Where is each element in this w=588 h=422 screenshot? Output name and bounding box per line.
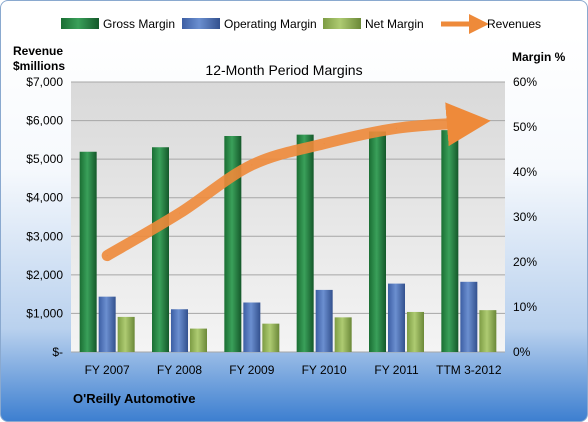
bar-gross-margin [152,147,169,352]
revenue-line [101,102,491,262]
legend-label-net-margin: Net Margin [365,17,424,31]
right-axis-title: Margin % [512,50,566,64]
category-label: FY 2010 [302,363,347,377]
left-tick-label: $1,000 [26,306,63,320]
bar-net-margin [117,316,135,352]
category-label: TTM 3-2012 [436,363,502,377]
bar-net-margin [479,310,497,352]
revenue-point [468,122,470,123]
chart-title: 12-Month Period Margins [205,62,362,78]
right-tick-label: 50% [513,120,537,134]
revenue-point [323,143,325,145]
bar-operating-margin [171,309,188,352]
left-axis-title-line1: Revenue [13,44,63,58]
left-tick-label: $5,000 [26,152,63,166]
revenue-line-layer [101,102,491,262]
category-labels: FY 2007 FY 2008 FY 2009 FY 2010 FY 2011 TTM 3… [85,363,502,377]
left-tick-label: $7,000 [26,75,63,89]
bar-net-margin [407,311,424,352]
bar-gross-margin [79,151,97,352]
left-axis-ticks: $- $1,000 $2,000 $3,000 $4,000 $5,000 $6,000 $7… [26,75,63,359]
gridlines [71,81,505,353]
bar-gross-margin [224,136,242,352]
company-name: O'Reilly Automotive [73,391,196,406]
left-tick-label: $4,000 [26,191,63,205]
bar-operating-margin [460,281,478,352]
legend-label-operating-margin: Operating Margin [224,17,317,31]
right-tick-label: 10% [513,300,537,314]
right-tick-label: 60% [513,75,537,89]
legend-swatch-gross-margin [61,18,99,29]
bar-operating-margin [315,289,333,352]
right-tick-label: 40% [513,165,537,179]
bar-gross-margin [296,134,314,352]
legend: Gross Margin Operating Margin Net Margin… [61,14,541,34]
bar-net-margin [334,317,352,352]
revenue-point [106,255,108,257]
right-axis-ticks: 0% 10% 20% 30% 40% 50% 60% [513,75,537,359]
left-tick-label: $- [52,345,63,359]
right-tick-label: 30% [513,210,537,224]
bar-operating-margin [98,296,116,352]
legend-swatch-operating-margin [182,18,220,29]
bar-operating-margin [243,302,261,352]
bar-gross-margin [441,130,459,352]
revenue-point [179,212,180,214]
left-tick-label: $2,000 [26,268,63,282]
legend-label-revenues: Revenues [487,17,541,31]
legend-swatch-net-margin [323,18,361,29]
right-tick-label: 20% [513,255,537,269]
right-tick-label: 0% [513,345,531,359]
bar-gross-margin [369,131,386,352]
left-tick-label: $3,000 [26,229,63,243]
bar-net-margin [190,328,207,352]
bar-net-margin [262,323,280,352]
left-axis-title-line2: $millions [13,59,65,73]
left-tick-label: $6,000 [26,114,63,128]
bar-operating-margin [388,283,405,352]
revenue-point [396,127,397,129]
category-label: FY 2008 [157,363,202,377]
bars [79,130,497,352]
category-label: FY 2009 [229,363,274,377]
category-label: FY 2007 [85,363,130,377]
legend-label-gross-margin: Gross Margin [103,17,175,31]
revenue-point [251,164,253,166]
category-label: FY 2011 [374,363,419,377]
